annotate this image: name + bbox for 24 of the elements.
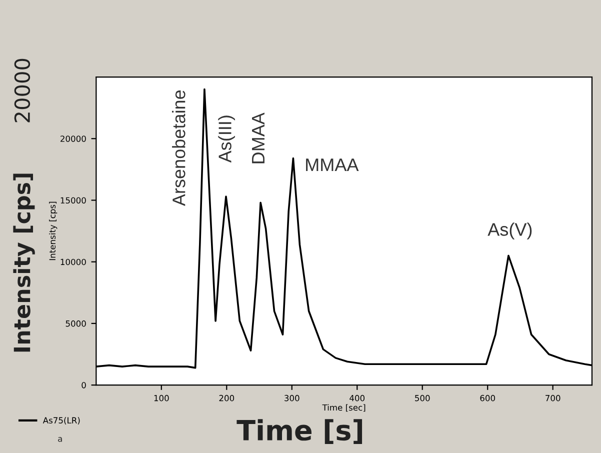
text: Intensity [cps] [13,174,35,352]
y-tick-label: 5000 [66,320,86,327]
x-tick-label: 600 [480,394,495,402]
y-tick-label: 10000 [60,258,86,266]
y-tick-label: 15000 [60,197,86,204]
y-tick-label: 0 [82,382,86,388]
text: a [58,437,62,442]
annotation: MMAA [306,158,359,172]
x-tick-label: 700 [546,394,560,402]
annotation: As(III) [218,116,235,163]
text: 20000 [14,58,30,122]
x-tick-label: 100 [154,394,169,402]
legend-label: As75(LR) [42,417,80,424]
annotation: DMAA [252,112,264,164]
x-tick-label: 500 [415,394,430,402]
y-tick-label: 20000 [60,136,86,142]
text: Time [s] [236,419,362,444]
annotation: Arsenobetaine [172,90,186,206]
x-axis-title: Time [sec] [322,404,366,412]
y-axis-title: Intensity [cps] [49,202,58,260]
x-tick-label: 300 [284,394,300,402]
x-tick-label: 200 [219,394,234,402]
annotation: As(V) [488,222,532,240]
x-tick-label: 400 [350,394,365,402]
